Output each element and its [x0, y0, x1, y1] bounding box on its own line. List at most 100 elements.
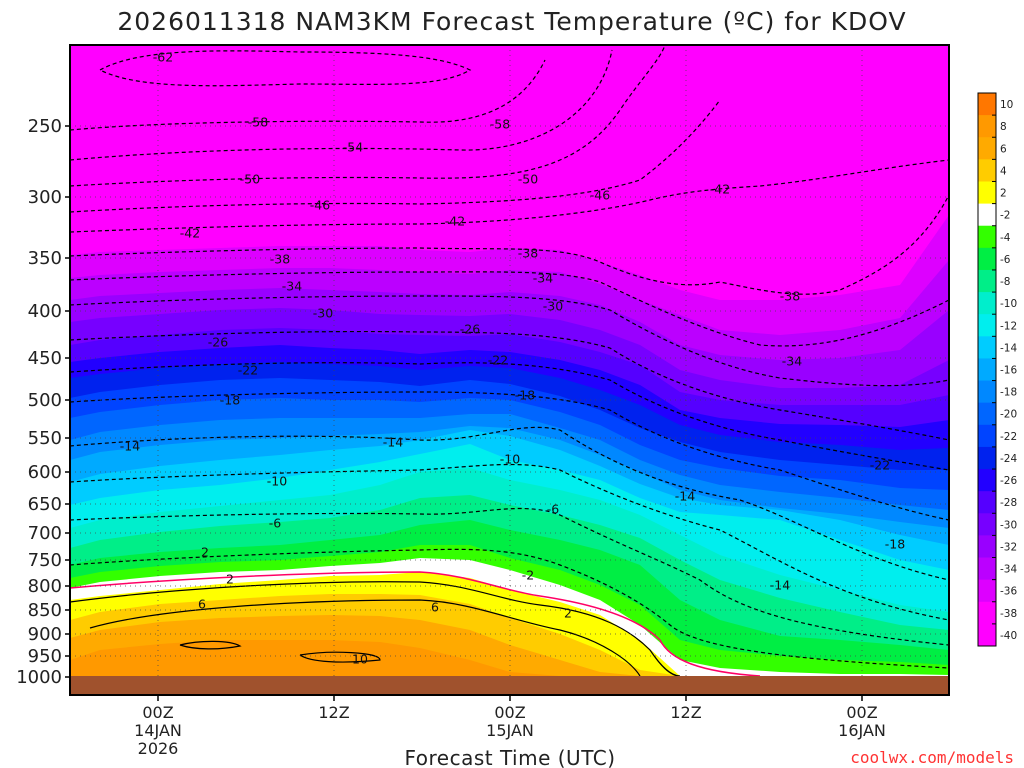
- contour-label: -22: [488, 353, 508, 368]
- colorbar-label: -16: [1000, 365, 1017, 377]
- contour-label: -58: [248, 115, 268, 130]
- colorbar-label: -20: [1000, 409, 1017, 421]
- colorbar-label: -2: [1000, 210, 1010, 222]
- x-tick-label: 14JAN: [134, 721, 182, 740]
- credit-text: coolwx.com/models: [850, 748, 1014, 767]
- contour-label: -22: [870, 458, 890, 473]
- contour-label: -18: [220, 393, 240, 408]
- contour-label: -10: [267, 474, 287, 489]
- colorbar-label: -28: [1000, 497, 1017, 509]
- colorbar-swatch: [978, 358, 996, 382]
- y-tick-label: 700: [28, 523, 62, 544]
- colorbar-swatch: [978, 269, 996, 293]
- x-tick-label: 12Z: [318, 703, 349, 722]
- colorbar-label: -34: [1000, 564, 1017, 576]
- contour-label: 2: [201, 545, 209, 560]
- colorbar-label: -32: [1000, 541, 1017, 553]
- colorbar-swatch: [978, 557, 996, 581]
- y-tick-label: 350: [28, 248, 62, 269]
- colorbar-label: -30: [1000, 519, 1017, 531]
- contour-label: -42: [180, 226, 200, 241]
- colorbar-label: -36: [1000, 586, 1017, 598]
- colorbar-swatch: [978, 247, 996, 271]
- colorbar-swatch: [978, 469, 996, 492]
- colorbar-swatch: [978, 314, 996, 337]
- colorbar-label: -8: [1000, 276, 1010, 288]
- y-tick-label: 1000: [16, 667, 62, 688]
- contour-label: -46: [310, 198, 330, 213]
- x-tick-label: 00Z: [142, 703, 173, 722]
- contour-label: -10: [500, 452, 520, 467]
- isotherm-0: [70, 571, 761, 677]
- isotherm--42: [70, 159, 949, 233]
- y-tick-label: 550: [28, 428, 62, 449]
- colorbar: 10 8 6 4 2 -2 -4 -6 -8 -10 -12 -14 -16 -18 -20 -22 -24 -2…: [977, 92, 1017, 647]
- contour-label: -42: [710, 182, 730, 197]
- colorbar-swatch: [978, 491, 996, 514]
- y-tick-label: 950: [28, 646, 62, 667]
- isotherm--30: [70, 295, 949, 387]
- contour-label: -54: [343, 140, 363, 155]
- isotherm-10: [179, 640, 381, 663]
- colorbar-label: -24: [1000, 453, 1017, 465]
- contour-label: -18: [885, 537, 905, 552]
- colorbar-label: -6: [1000, 254, 1011, 266]
- x-tick-label: 00Z: [494, 703, 525, 722]
- isotherm--62: [99, 50, 472, 87]
- x-tick-label: 15JAN: [486, 721, 534, 740]
- colorbar-swatch: [978, 225, 996, 249]
- colorbar-label: -18: [1000, 387, 1017, 399]
- x-tick-label: 12Z: [670, 703, 701, 722]
- colorbar-swatch: [978, 115, 996, 138]
- contour-label: -62: [153, 50, 173, 65]
- y-tick-label: 250: [28, 116, 62, 137]
- isotherm--6: [70, 507, 949, 646]
- x-tick-label: 16JAN: [838, 721, 886, 740]
- colorbar-frame: [977, 92, 997, 647]
- colorbar-label: -12: [1000, 320, 1017, 332]
- chart-title: 2026011318 NAM3KM Forecast Temperature (…: [117, 7, 906, 36]
- contour-label: -38: [780, 289, 800, 304]
- colorbar-label: -38: [1000, 608, 1017, 620]
- contour-label: -42: [445, 214, 465, 229]
- grid-lines: [70, 45, 949, 695]
- isotherm-2: [70, 581, 681, 677]
- contour-label: -14: [120, 439, 140, 454]
- colorbar-swatch: [978, 446, 996, 470]
- colorbar-swatch: [978, 623, 996, 647]
- contour-label: -58: [490, 117, 510, 132]
- colorbar-swatch: [978, 535, 996, 559]
- contour-label: -30: [543, 299, 563, 314]
- colorbar-swatch: [978, 93, 996, 116]
- isotherm--22: [70, 362, 949, 471]
- colorbar-swatch: [978, 159, 996, 182]
- isotherm--10: [70, 463, 949, 621]
- y-tick-label: 300: [28, 187, 62, 208]
- contour-label: -38: [518, 246, 538, 261]
- colorbar-swatch: [978, 424, 996, 448]
- contour-label: -22: [238, 363, 258, 378]
- colorbar-swatch: [978, 513, 996, 536]
- isotherm--58: [70, 59, 546, 131]
- colorbar-label: 10: [1000, 99, 1013, 111]
- isotherm--2: [70, 548, 949, 669]
- colorbar-swatch: [978, 380, 996, 404]
- contour-label: 10: [352, 652, 368, 667]
- isotherm--54: [70, 49, 613, 161]
- y-tick-label: 650: [28, 494, 62, 515]
- isotherm--38: [70, 194, 949, 295]
- x-tick-label: 00Z: [846, 703, 877, 722]
- y-tick-label: 450: [28, 348, 62, 369]
- isotherm--50: [70, 45, 666, 187]
- y-tick-label: 500: [28, 390, 62, 411]
- colorbar-label: -10: [1000, 298, 1017, 310]
- y-tick-label: 800: [28, 576, 62, 597]
- isotherm--18: [70, 391, 949, 521]
- contour-label: 2: [564, 606, 572, 621]
- isotherm--34: [70, 271, 949, 347]
- contour-label: 2: [226, 572, 234, 587]
- colorbar-swatch: [978, 402, 996, 426]
- contour-label: -34: [782, 354, 802, 369]
